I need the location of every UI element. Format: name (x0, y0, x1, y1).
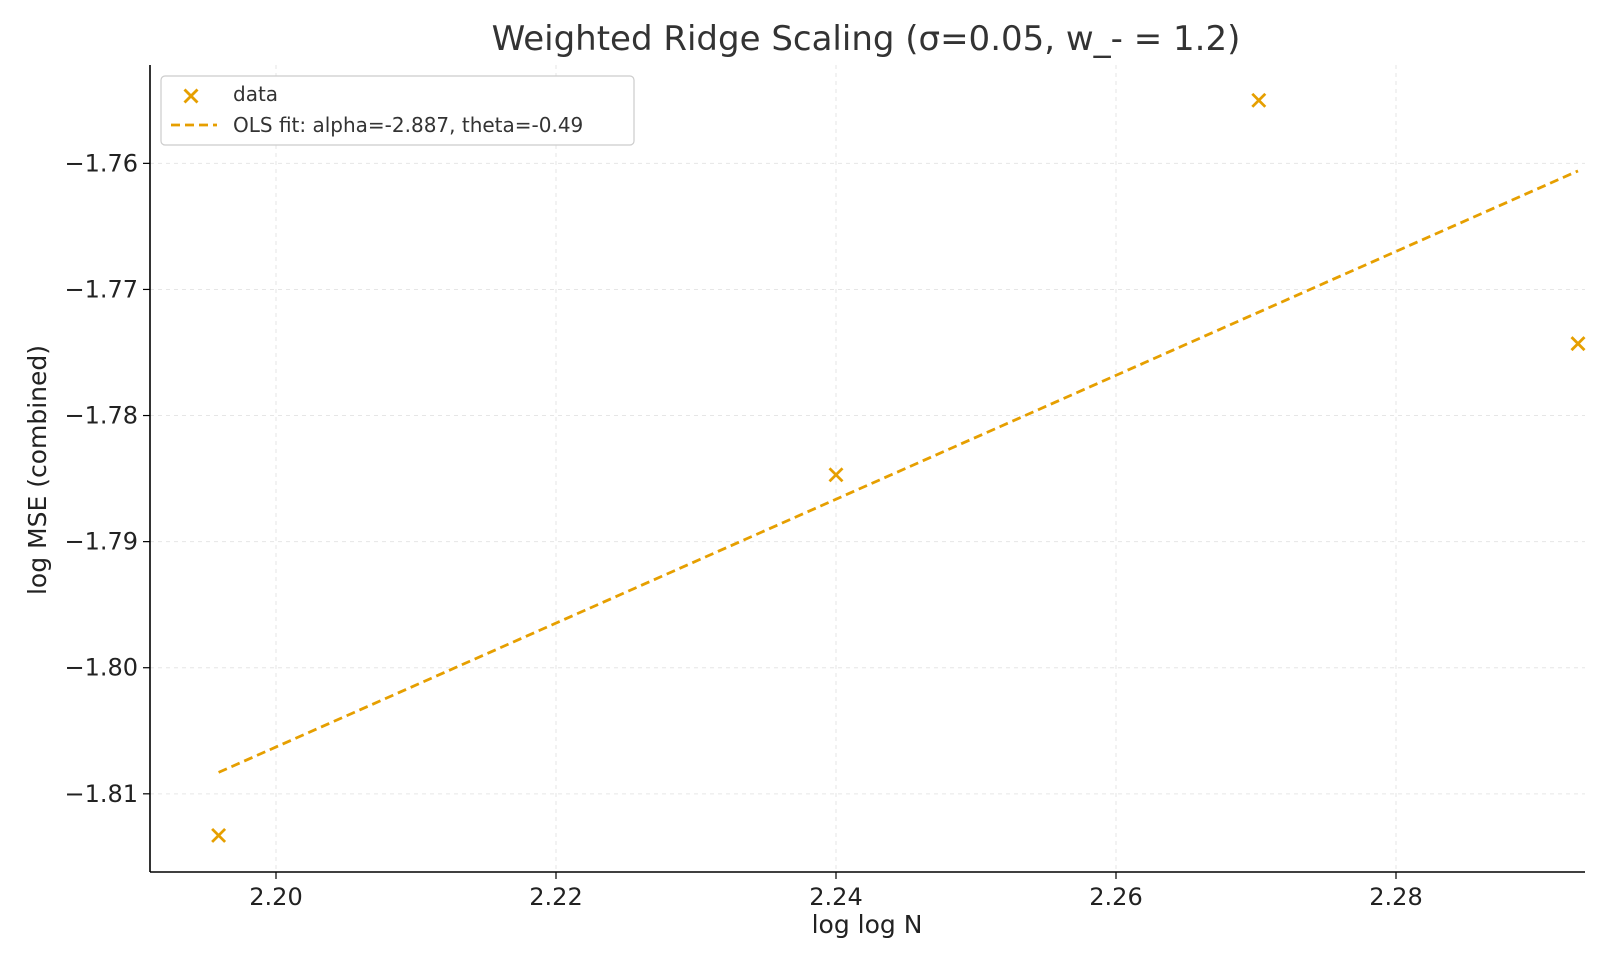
y-tick-label: −1.79 (64, 528, 138, 556)
data-point (828, 467, 844, 483)
x-tick-label: 2.22 (529, 883, 582, 911)
y-tick-label: −1.76 (64, 149, 138, 177)
legend-label-fit: OLS fit: alpha=-2.887, theta=-0.49 (233, 113, 583, 137)
y-axis-label: log MSE (combined) (23, 345, 52, 595)
y-tick-label: −1.78 (64, 402, 138, 430)
x-tick-label: 2.28 (1369, 883, 1422, 911)
fit-line (218, 169, 1579, 774)
legend-x-marker (183, 88, 199, 104)
plot-area (211, 92, 1586, 843)
x-tick-label: 2.26 (1089, 883, 1142, 911)
x-axis-label: log log N (812, 910, 923, 939)
chart-title: Weighted Ridge Scaling (σ=0.05, w_- = 1.… (492, 19, 1241, 59)
data-point (211, 827, 227, 843)
x-tick-label: 2.20 (249, 883, 302, 911)
axis-ticks: 2.20 2.22 2.24 2.26 2.28 −1.76 −1.77 −1.78 −1.79… (64, 149, 1422, 911)
legend: data OLS fit: alpha=-2.887, theta=-0.49 (160, 75, 635, 146)
y-tick-label: −1.81 (64, 780, 138, 808)
x-tick-label: 2.24 (809, 883, 862, 911)
legend-label-data: data (233, 82, 278, 106)
y-tick-label: −1.80 (64, 654, 138, 682)
data-point (1251, 92, 1267, 108)
data-point (1570, 336, 1586, 352)
grid-lines (150, 65, 1585, 872)
legend-box (160, 75, 635, 146)
legend-marker-data (183, 88, 199, 104)
y-tick-label: −1.77 (64, 275, 138, 303)
